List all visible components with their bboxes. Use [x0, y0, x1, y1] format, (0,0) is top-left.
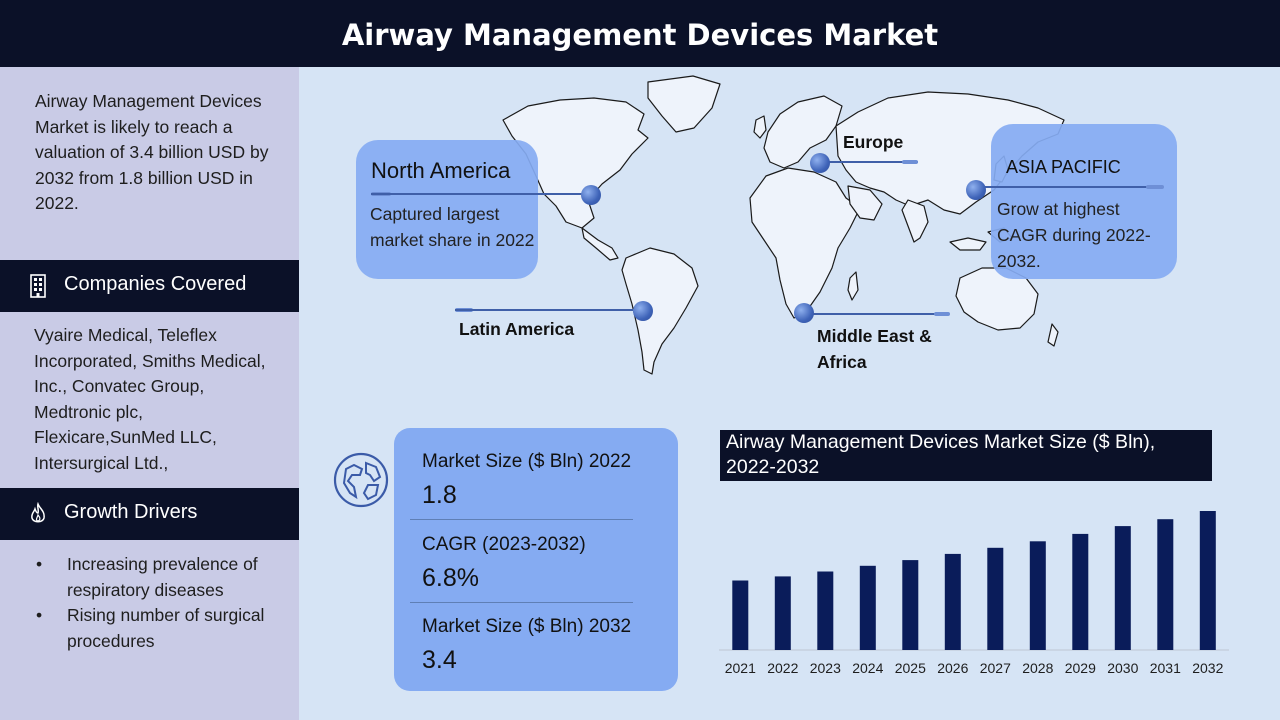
flame-icon — [31, 502, 45, 523]
bar-2030 — [1114, 526, 1131, 650]
market-summary: Airway Management Devices Market is like… — [35, 91, 269, 213]
mea-label: Middle East & Africa — [817, 326, 932, 372]
south-america-shape — [621, 247, 699, 375]
x-tick-label: 2028 — [1022, 660, 1053, 676]
stats-panel — [394, 428, 678, 691]
x-tick-label: 2031 — [1150, 660, 1181, 676]
bar-2028 — [1029, 541, 1046, 650]
africa-shape — [749, 167, 861, 319]
stat-separator — [410, 602, 633, 603]
bar-2029 — [1072, 533, 1089, 650]
bar-2032 — [1199, 511, 1216, 650]
latin-america-label: Latin America — [459, 319, 575, 339]
world-map — [502, 75, 1065, 375]
drivers-list: Increasing prevalence of respiratory dis… — [30, 552, 292, 654]
x-tick-label: 2025 — [895, 660, 926, 676]
bar-2024 — [859, 565, 876, 650]
x-tick-label: 2029 — [1065, 660, 1096, 676]
page-title: Airway Management Devices Market — [341, 18, 939, 52]
bar-2031 — [1157, 519, 1174, 650]
stat-separator — [410, 519, 633, 520]
asia-pacific-pin — [966, 180, 986, 200]
bar-2022 — [774, 576, 791, 650]
header-bar: Airway Management Devices Market — [0, 0, 1280, 67]
bar-2026 — [944, 553, 961, 650]
bar-2025 — [902, 560, 919, 650]
arabia-shape — [847, 185, 883, 221]
companies-heading-bar: Companies Covered — [0, 260, 299, 312]
bar-chart: 2021 2022 2023 2024 2025 2026 2027 2028 2029 2030… — [719, 511, 1229, 676]
europe-label: Europe — [843, 132, 904, 152]
x-tick-label: 2026 — [937, 660, 968, 676]
bar-2023 — [817, 571, 834, 650]
mea-leader — [803, 313, 949, 315]
madagascar-shape — [847, 271, 859, 301]
europe-pin — [810, 153, 830, 173]
x-tick-label: 2022 — [767, 660, 798, 676]
north-america-title: North America — [371, 158, 511, 183]
north-america-callout — [356, 140, 538, 279]
uk-shape — [753, 115, 767, 139]
building-icon — [30, 274, 46, 298]
stat-value-cagr: 6.8% — [422, 564, 479, 592]
bar-2021 — [732, 580, 749, 650]
companies-heading: Companies Covered — [64, 273, 247, 295]
chart-title: Airway Management Devices Market Size ($… — [720, 430, 1212, 481]
x-tick-label: 2027 — [980, 660, 1011, 676]
x-tick-label: 2021 — [725, 660, 756, 676]
sea-islands-shape — [949, 237, 987, 251]
new-zealand-shape — [1047, 323, 1059, 347]
asia-pacific-leader — [983, 186, 1163, 188]
driver-item: Rising number of surgical procedures — [30, 603, 292, 654]
stat-label-2032: Market Size ($ Bln) 2032 — [422, 616, 632, 637]
latin-america-pin — [633, 301, 653, 321]
bar-2027 — [987, 547, 1004, 650]
asia-pacific-desc: Grow at highest CAGR during 2022-2032. — [997, 199, 1151, 271]
stat-label-cagr: CAGR (2023-2032) — [422, 534, 586, 555]
greenland-shape — [647, 75, 721, 133]
latin-america-leader — [455, 309, 645, 311]
leader-cap — [934, 312, 950, 316]
india-shape — [901, 199, 929, 243]
mea-pin — [794, 303, 814, 323]
stat-label-2022: Market Size ($ Bln) 2022 — [422, 451, 632, 472]
drivers-heading: Growth Drivers — [64, 501, 198, 523]
north-america-leader — [371, 193, 583, 195]
north-america-shape — [502, 97, 649, 229]
north-america-pin — [581, 185, 601, 205]
leader-cap — [1146, 185, 1164, 189]
companies-list: Vyaire Medical, Teleflex Incorporated, S… — [34, 325, 266, 473]
stat-value-2032: 3.4 — [422, 646, 457, 674]
asia-pacific-callout — [991, 124, 1177, 279]
driver-item: Increasing prevalence of respiratory dis… — [30, 552, 292, 603]
x-tick-label: 2023 — [810, 660, 841, 676]
x-tick-label: 2030 — [1107, 660, 1138, 676]
europe-leader — [826, 161, 918, 163]
asia-pacific-title: ASIA PACIFIC — [1006, 157, 1121, 177]
drivers-heading-bar: Growth Drivers — [0, 488, 299, 540]
globe-icon — [333, 452, 389, 508]
x-tick-label: 2024 — [852, 660, 883, 676]
europe-shape — [763, 95, 843, 169]
leader-cap — [902, 160, 918, 164]
north-america-desc: Captured largest market share in 2022 — [370, 204, 535, 250]
stat-value-2022: 1.8 — [422, 481, 457, 509]
sidebar: Airway Management Devices Market is like… — [0, 67, 299, 720]
x-tick-label: 2032 — [1192, 660, 1223, 676]
central-america-shape — [581, 227, 619, 261]
